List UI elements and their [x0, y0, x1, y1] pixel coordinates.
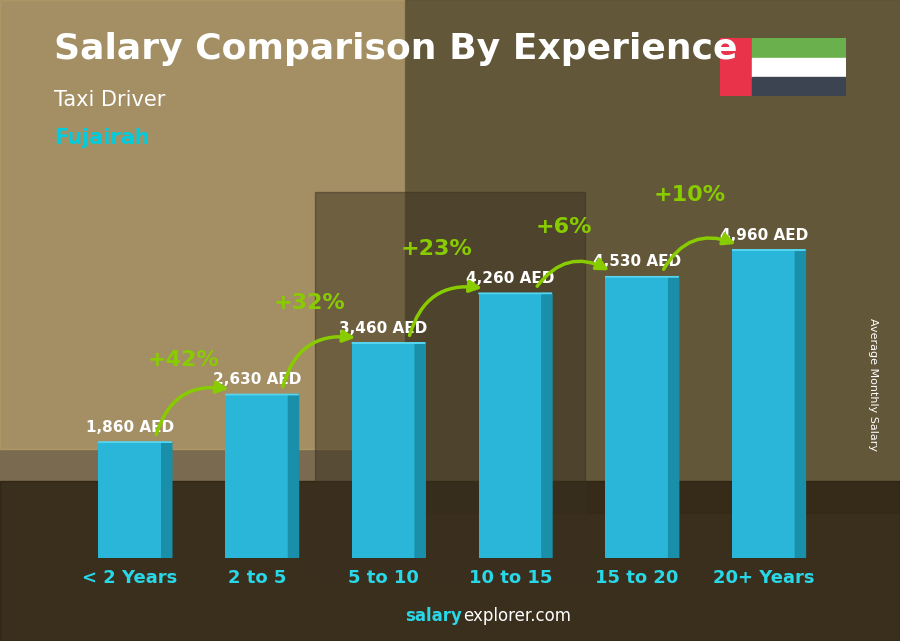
- Text: explorer.com: explorer.com: [464, 607, 572, 625]
- Text: +23%: +23%: [400, 238, 472, 259]
- Polygon shape: [669, 277, 679, 558]
- Text: +32%: +32%: [274, 294, 346, 313]
- Text: 4,960 AED: 4,960 AED: [719, 228, 808, 242]
- Bar: [98, 442, 162, 558]
- Text: +42%: +42%: [148, 350, 219, 370]
- Text: +6%: +6%: [536, 217, 591, 237]
- Bar: [225, 394, 288, 558]
- Polygon shape: [796, 250, 806, 558]
- Polygon shape: [288, 394, 299, 558]
- Bar: [732, 250, 796, 558]
- Bar: [752, 58, 846, 77]
- Polygon shape: [542, 294, 552, 558]
- Bar: [315, 192, 585, 577]
- Text: 4,530 AED: 4,530 AED: [593, 254, 681, 269]
- Bar: [405, 0, 900, 513]
- Text: 3,460 AED: 3,460 AED: [339, 320, 428, 336]
- Polygon shape: [162, 442, 172, 558]
- Bar: [752, 77, 846, 96]
- Text: 2,630 AED: 2,630 AED: [212, 372, 301, 387]
- Text: 1,860 AED: 1,860 AED: [86, 420, 174, 435]
- Bar: [605, 277, 669, 558]
- Bar: [352, 343, 415, 558]
- Text: 4,260 AED: 4,260 AED: [466, 271, 554, 286]
- Bar: [752, 38, 846, 58]
- Text: Salary Comparison By Experience: Salary Comparison By Experience: [54, 32, 737, 66]
- Text: Taxi Driver: Taxi Driver: [54, 90, 166, 110]
- Text: +10%: +10%: [654, 185, 726, 205]
- Bar: [0, 0, 405, 449]
- Text: salary: salary: [405, 607, 462, 625]
- Text: Average Monthly Salary: Average Monthly Salary: [868, 318, 878, 451]
- Bar: [720, 38, 751, 96]
- Polygon shape: [415, 343, 426, 558]
- Bar: [479, 294, 542, 558]
- Text: Fujairah: Fujairah: [54, 128, 149, 148]
- Bar: [0, 481, 900, 641]
